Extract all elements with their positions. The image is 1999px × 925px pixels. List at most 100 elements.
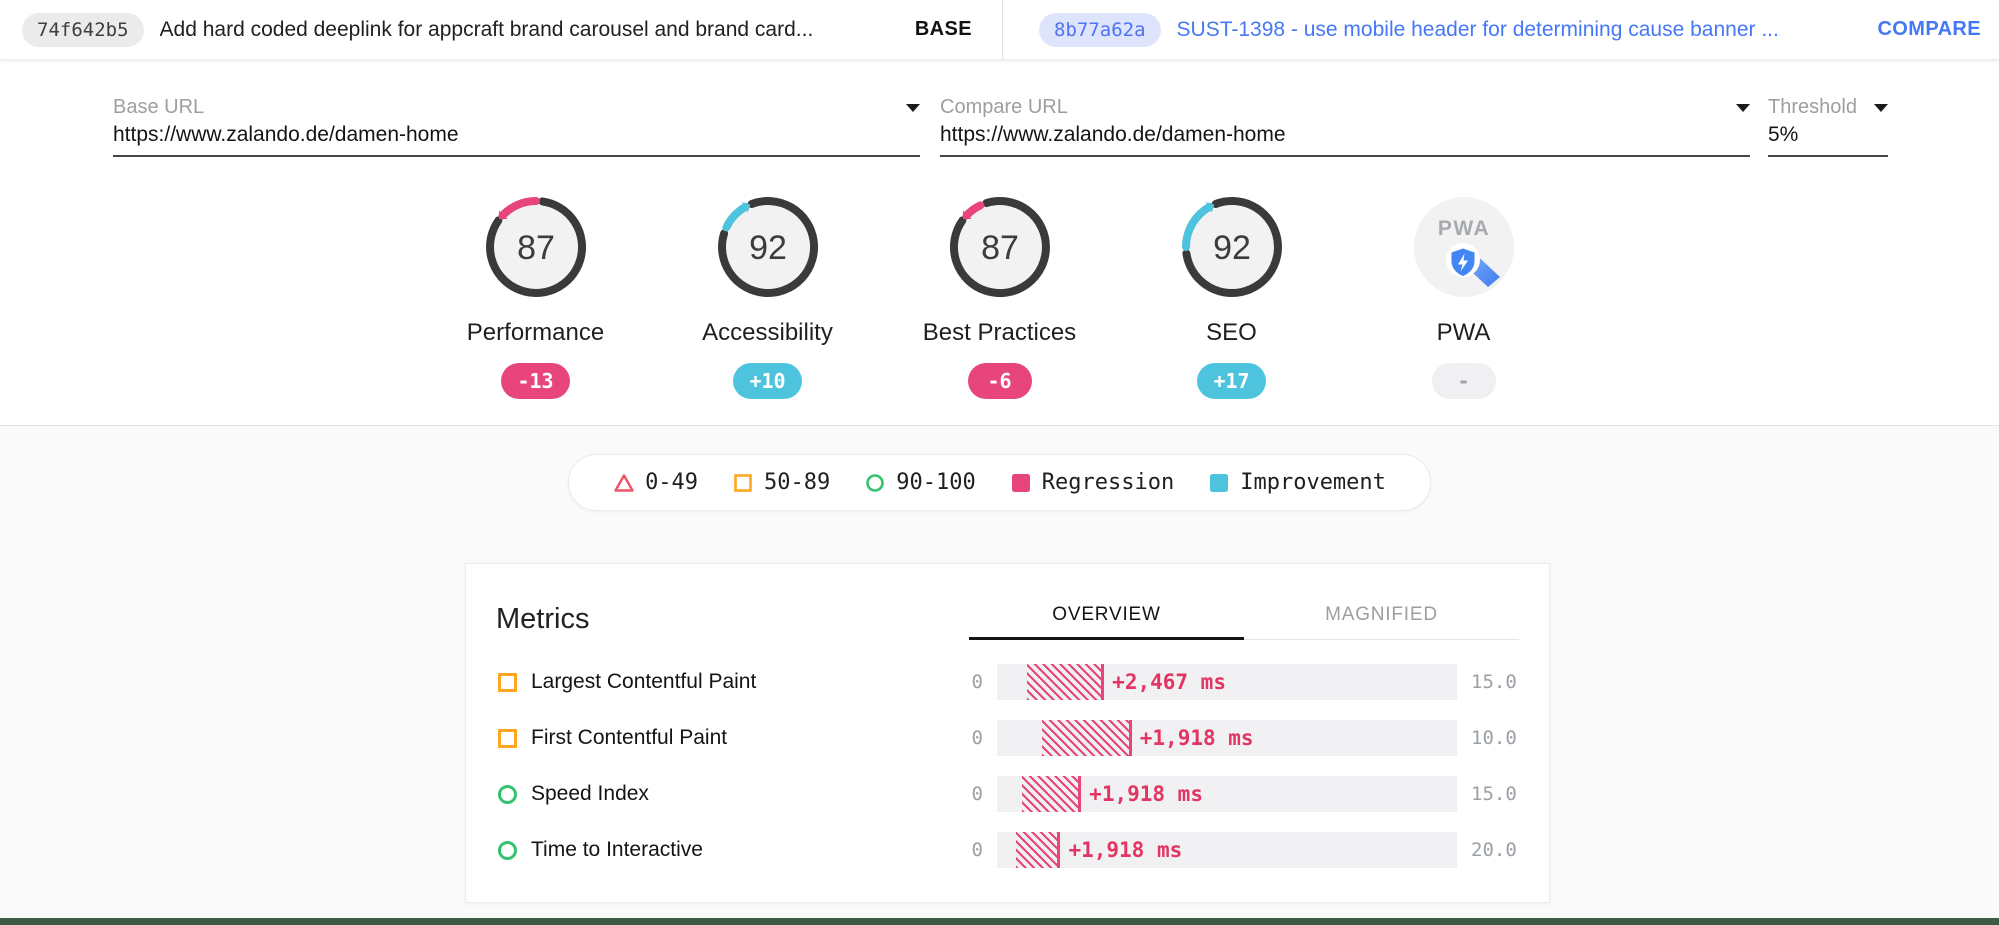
score-gauge-seo: 92 bbox=[1181, 197, 1282, 298]
metric-label: Speed Index bbox=[531, 782, 649, 805]
regression-hatch-bar bbox=[1022, 776, 1082, 812]
gauge-label-performance: Performance bbox=[466, 319, 605, 346]
square-score-icon bbox=[498, 672, 517, 692]
regression-hatch-bar bbox=[1042, 720, 1132, 756]
delta-arrow-icon bbox=[962, 210, 972, 220]
metric-delta-value: +2,467 ms bbox=[1112, 670, 1226, 694]
circle-score-icon bbox=[498, 784, 517, 804]
gauge-label-pwa: PWA bbox=[1436, 319, 1491, 346]
metrics-card-title: Metrics bbox=[496, 603, 590, 635]
base-url-dropdown-caret-icon[interactable] bbox=[906, 103, 920, 112]
gauge-delta-badge-seo: +17 bbox=[1197, 363, 1266, 399]
compare-url-input[interactable] bbox=[940, 119, 1750, 149]
gauge-label-seo: SEO bbox=[1206, 319, 1257, 346]
url-form-row: Base URL Compare URL Threshold bbox=[0, 60, 1999, 157]
regression-hatch-bar bbox=[1026, 664, 1105, 700]
gauge-delta-badge-pwa: - bbox=[1431, 363, 1496, 399]
results-section: 0-49 50-89 90-100 Regression Improvement Met… bbox=[0, 426, 1999, 903]
axis-max-label: 10.0 bbox=[1471, 727, 1517, 749]
threshold-input[interactable] bbox=[1768, 119, 1888, 149]
pwa-logo-text: PWA bbox=[1437, 217, 1489, 240]
regression-hatch-bar bbox=[1016, 832, 1061, 868]
gauge-delta-badge-accessibility: +10 bbox=[733, 363, 802, 399]
metrics-tabs: OVERVIEW MAGNIFIED bbox=[969, 590, 1519, 640]
threshold-dropdown-caret-icon[interactable] bbox=[1874, 103, 1888, 112]
gauges-row: 87 Performance -13 92 Accessibility +10 87… bbox=[0, 187, 1999, 399]
tab-overview[interactable]: OVERVIEW bbox=[969, 590, 1244, 640]
axis-min-label: 0 bbox=[971, 783, 983, 805]
gauge-seo: 92 SEO +17 bbox=[1116, 187, 1348, 399]
metric-rows: Largest Contentful Paint 0 +2,467 ms 15.0 Fi… bbox=[496, 664, 1519, 868]
metric-bar-track: +1,918 ms bbox=[997, 720, 1457, 756]
base-url-field: Base URL bbox=[113, 96, 920, 157]
axis-min-label: 0 bbox=[971, 671, 983, 693]
legend-label: 50-89 bbox=[764, 470, 831, 495]
compare-commit-title[interactable]: SUST-1398 - use mobile header for determ… bbox=[1176, 17, 1779, 41]
metric-bar-track: +1,918 ms bbox=[997, 776, 1457, 812]
metric-label: First Contentful Paint bbox=[531, 726, 728, 749]
header-divider bbox=[1002, 0, 1003, 59]
base-role-label: BASE bbox=[914, 18, 972, 40]
circle-outline-icon bbox=[866, 473, 885, 492]
score-gauge-performance: 87 bbox=[485, 197, 586, 297]
base-commit-section: 74f642b5 Add hard coded deeplink for app… bbox=[0, 0, 1002, 59]
legend-item: 90-100 bbox=[864, 470, 976, 495]
axis-min-label: 0 bbox=[971, 727, 983, 749]
gauge-label-best-practices: Best Practices bbox=[922, 319, 1077, 346]
base-url-input[interactable] bbox=[113, 119, 920, 149]
legend-item: 50-89 bbox=[732, 470, 830, 495]
metric-row: First Contentful Paint 0 +1,918 ms 10.0 bbox=[496, 720, 1519, 756]
legend-label: Improvement bbox=[1240, 470, 1386, 495]
metric-row: Largest Contentful Paint 0 +2,467 ms 15.0 bbox=[496, 664, 1519, 700]
tab-magnified[interactable]: MAGNIFIED bbox=[1325, 604, 1438, 625]
metric-row: Speed Index 0 +1,918 ms 15.0 bbox=[496, 776, 1519, 812]
metric-delta-value: +1,918 ms bbox=[1089, 782, 1203, 806]
delta-arrow-icon bbox=[1205, 202, 1214, 213]
square-filled-icon bbox=[1210, 473, 1229, 492]
legend-label: 90-100 bbox=[896, 470, 976, 495]
metric-label: Time to Interactive bbox=[531, 838, 703, 861]
compare-url-field: Compare URL bbox=[940, 96, 1750, 157]
base-url-label: Base URL bbox=[113, 96, 205, 118]
metric-delta-value: +1,918 ms bbox=[1068, 838, 1183, 862]
metric-delta-value: +1,918 ms bbox=[1139, 726, 1254, 750]
threshold-field: Threshold bbox=[1768, 96, 1888, 157]
square-outline-icon bbox=[734, 473, 752, 492]
gauge-score: 87 bbox=[517, 229, 555, 267]
gauge-score: 92 bbox=[749, 229, 787, 267]
score-gauge-best-practices: 87 bbox=[949, 197, 1050, 298]
compare-commit-hash-pill[interactable]: 8b77a62a bbox=[1039, 12, 1161, 47]
metric-row: Time to Interactive 0 +1,918 ms 20.0 bbox=[496, 832, 1519, 868]
gauge-performance: 87 Performance -13 bbox=[420, 187, 652, 399]
delta-arrow-icon bbox=[741, 202, 750, 213]
triangle-outline-icon bbox=[614, 473, 634, 492]
threshold-label: Threshold bbox=[1768, 96, 1857, 118]
pwa-badge: PWA bbox=[1413, 197, 1514, 297]
metrics-card: Metrics OVERVIEW MAGNIFIED Largest Conte… bbox=[465, 563, 1550, 903]
gauge-pwa: PWA PWA - bbox=[1348, 187, 1580, 399]
legend-item: Regression bbox=[1010, 470, 1174, 495]
legend-item: Improvement bbox=[1208, 470, 1386, 495]
compare-url-label: Compare URL bbox=[940, 96, 1068, 118]
square-score-icon bbox=[498, 728, 517, 748]
gauge-score: 87 bbox=[981, 229, 1019, 267]
legend-item: 0-49 bbox=[613, 470, 698, 495]
footer-strip bbox=[0, 918, 1999, 925]
circle-score-icon bbox=[498, 840, 517, 860]
metric-bar-track: +2,467 ms bbox=[997, 664, 1457, 700]
square-filled-icon bbox=[1011, 473, 1030, 492]
compare-url-dropdown-caret-icon[interactable] bbox=[1736, 103, 1750, 112]
base-commit-hash-pill[interactable]: 74f642b5 bbox=[22, 12, 144, 47]
compare-commit-section: 8b77a62a SUST-1398 - use mobile header f… bbox=[1003, 0, 1999, 59]
legend-label: Regression bbox=[1041, 470, 1175, 495]
score-legend: 0-49 50-89 90-100 Regression Improvement bbox=[568, 454, 1431, 511]
config-panel: Base URL Compare URL Threshold 87 Perfor… bbox=[0, 60, 1999, 426]
lightning-bolt-icon bbox=[1457, 253, 1468, 272]
commit-comparison-bar: 74f642b5 Add hard coded deeplink for app… bbox=[0, 0, 1999, 60]
compare-role-label: COMPARE bbox=[1877, 18, 1981, 40]
metric-label: Largest Contentful Paint bbox=[531, 670, 757, 693]
gauge-delta-badge-performance: -13 bbox=[501, 363, 570, 399]
base-commit-title: Add hard coded deeplink for appcraft bra… bbox=[159, 17, 814, 41]
gauge-best-practices: 87 Best Practices -6 bbox=[884, 187, 1116, 399]
gauge-label-accessibility: Accessibility bbox=[702, 319, 833, 346]
